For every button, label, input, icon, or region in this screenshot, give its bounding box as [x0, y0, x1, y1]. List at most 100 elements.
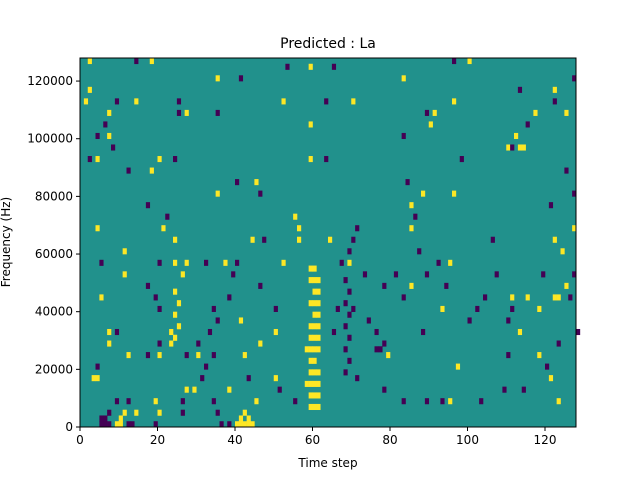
heatmap-cell: [281, 259, 286, 266]
heatmap-cell: [219, 421, 224, 428]
heatmap-cell: [83, 98, 89, 105]
heatmap-cell: [308, 300, 313, 307]
heatmap-cell: [192, 386, 197, 393]
heatmap-cell: [87, 156, 92, 163]
y-tick-label: 100000: [27, 132, 73, 146]
heatmap-cell: [238, 415, 244, 422]
heatmap-cell: [95, 363, 100, 370]
heatmap-cell: [273, 328, 278, 336]
heatmap-cell: [277, 386, 282, 393]
heatmap-cell: [548, 375, 554, 382]
heatmap-cell: [308, 380, 313, 387]
heatmap-cell: [242, 352, 247, 359]
heatmap-cell: [452, 190, 457, 197]
heatmap-cell: [409, 202, 414, 209]
heatmap-cell: [347, 259, 352, 266]
heatmap-cell: [99, 259, 104, 266]
heatmap-cell: [316, 323, 321, 330]
heatmap-cell: [215, 109, 220, 116]
x-tick-label: 80: [382, 433, 397, 447]
heatmap-cell: [130, 421, 135, 428]
heatmap-cell: [316, 311, 321, 318]
heatmap-cell: [250, 421, 255, 428]
heatmap-cell: [215, 409, 220, 416]
heatmap-cell: [467, 58, 472, 65]
y-axis-label: Frequency (Hz): [0, 197, 13, 288]
heatmap-cell: [103, 121, 108, 128]
heatmap-cell: [157, 352, 162, 359]
heatmap-cell: [347, 311, 352, 318]
heatmap-cell: [95, 132, 100, 140]
heatmap-cell: [548, 202, 554, 209]
heatmap-cell: [169, 328, 174, 336]
heatmap-cell: [254, 179, 259, 186]
heatmap-cell: [134, 58, 139, 65]
x-axis-label: Time step: [297, 456, 357, 470]
heatmap-cell: [343, 346, 348, 353]
heatmap-cell: [211, 398, 216, 405]
heatmap-cell: [312, 369, 317, 376]
heatmap-cell: [231, 271, 236, 278]
heatmap-cell: [293, 398, 298, 405]
heatmap-cell: [335, 305, 340, 312]
heatmap-cell: [95, 225, 100, 232]
heatmap-cell: [564, 167, 569, 174]
heatmap-cell: [176, 109, 182, 116]
heatmap-cell: [196, 352, 201, 359]
heatmap-cell: [347, 334, 352, 341]
heatmap-cell: [169, 340, 174, 347]
heatmap-cell: [235, 421, 240, 428]
heatmap-cell: [107, 132, 112, 140]
heatmap-cell: [114, 98, 120, 105]
heatmap-cell: [235, 179, 240, 186]
heatmap-cell: [246, 375, 251, 382]
heatmap-cell: [107, 340, 112, 347]
heatmap-cell: [510, 144, 515, 151]
heatmap-cell: [107, 109, 112, 116]
heatmap-cell: [312, 334, 317, 341]
heatmap-cell: [351, 98, 356, 105]
heatmap-cell: [246, 421, 251, 428]
heatmap-cell: [126, 398, 131, 405]
heatmap-cell: [196, 340, 201, 347]
heatmap-cell: [312, 277, 317, 284]
heatmap-cell: [118, 415, 123, 422]
heatmap-cell: [316, 288, 321, 295]
heatmap-cell: [114, 398, 120, 405]
heatmap-cell: [382, 386, 387, 393]
heatmap-cell: [517, 328, 523, 336]
heatmap-cell: [564, 109, 569, 116]
heatmap-cell: [393, 271, 399, 278]
heatmap-cell: [452, 58, 457, 65]
heatmap-cells: [83, 58, 581, 428]
heatmap-cell: [316, 392, 321, 399]
heatmap-cell: [184, 109, 189, 116]
heatmap-cell: [506, 352, 511, 359]
heatmap-cell: [176, 300, 182, 307]
heatmap-cell: [440, 305, 445, 312]
x-tick-label: 20: [150, 433, 165, 447]
chart-title: Predicted : La: [280, 36, 376, 52]
heatmap-cell: [339, 259, 344, 266]
heatmap-cell: [401, 398, 406, 405]
heatmap-cell: [95, 375, 100, 382]
heatmap-cell: [273, 305, 278, 312]
heatmap-cell: [157, 340, 162, 347]
heatmap-cell: [99, 415, 104, 422]
x-tick-label: 120: [534, 433, 557, 447]
heatmap-cell: [572, 190, 577, 197]
heatmap-cell: [285, 63, 290, 70]
heatmap-cell: [428, 121, 433, 128]
heatmap-cell: [312, 357, 317, 364]
heatmap-cell: [525, 294, 530, 301]
heatmap-cell: [312, 392, 317, 399]
heatmap-cell: [312, 265, 317, 272]
heatmap-cell: [355, 225, 360, 232]
heatmap-cell: [215, 317, 220, 324]
x-tick-label: 100: [456, 433, 479, 447]
heatmap-cell: [316, 369, 321, 376]
heatmap-cell: [173, 156, 178, 163]
heatmap-cell: [99, 421, 104, 428]
heatmap-cell: [552, 294, 557, 301]
heatmap-cell: [405, 179, 410, 186]
